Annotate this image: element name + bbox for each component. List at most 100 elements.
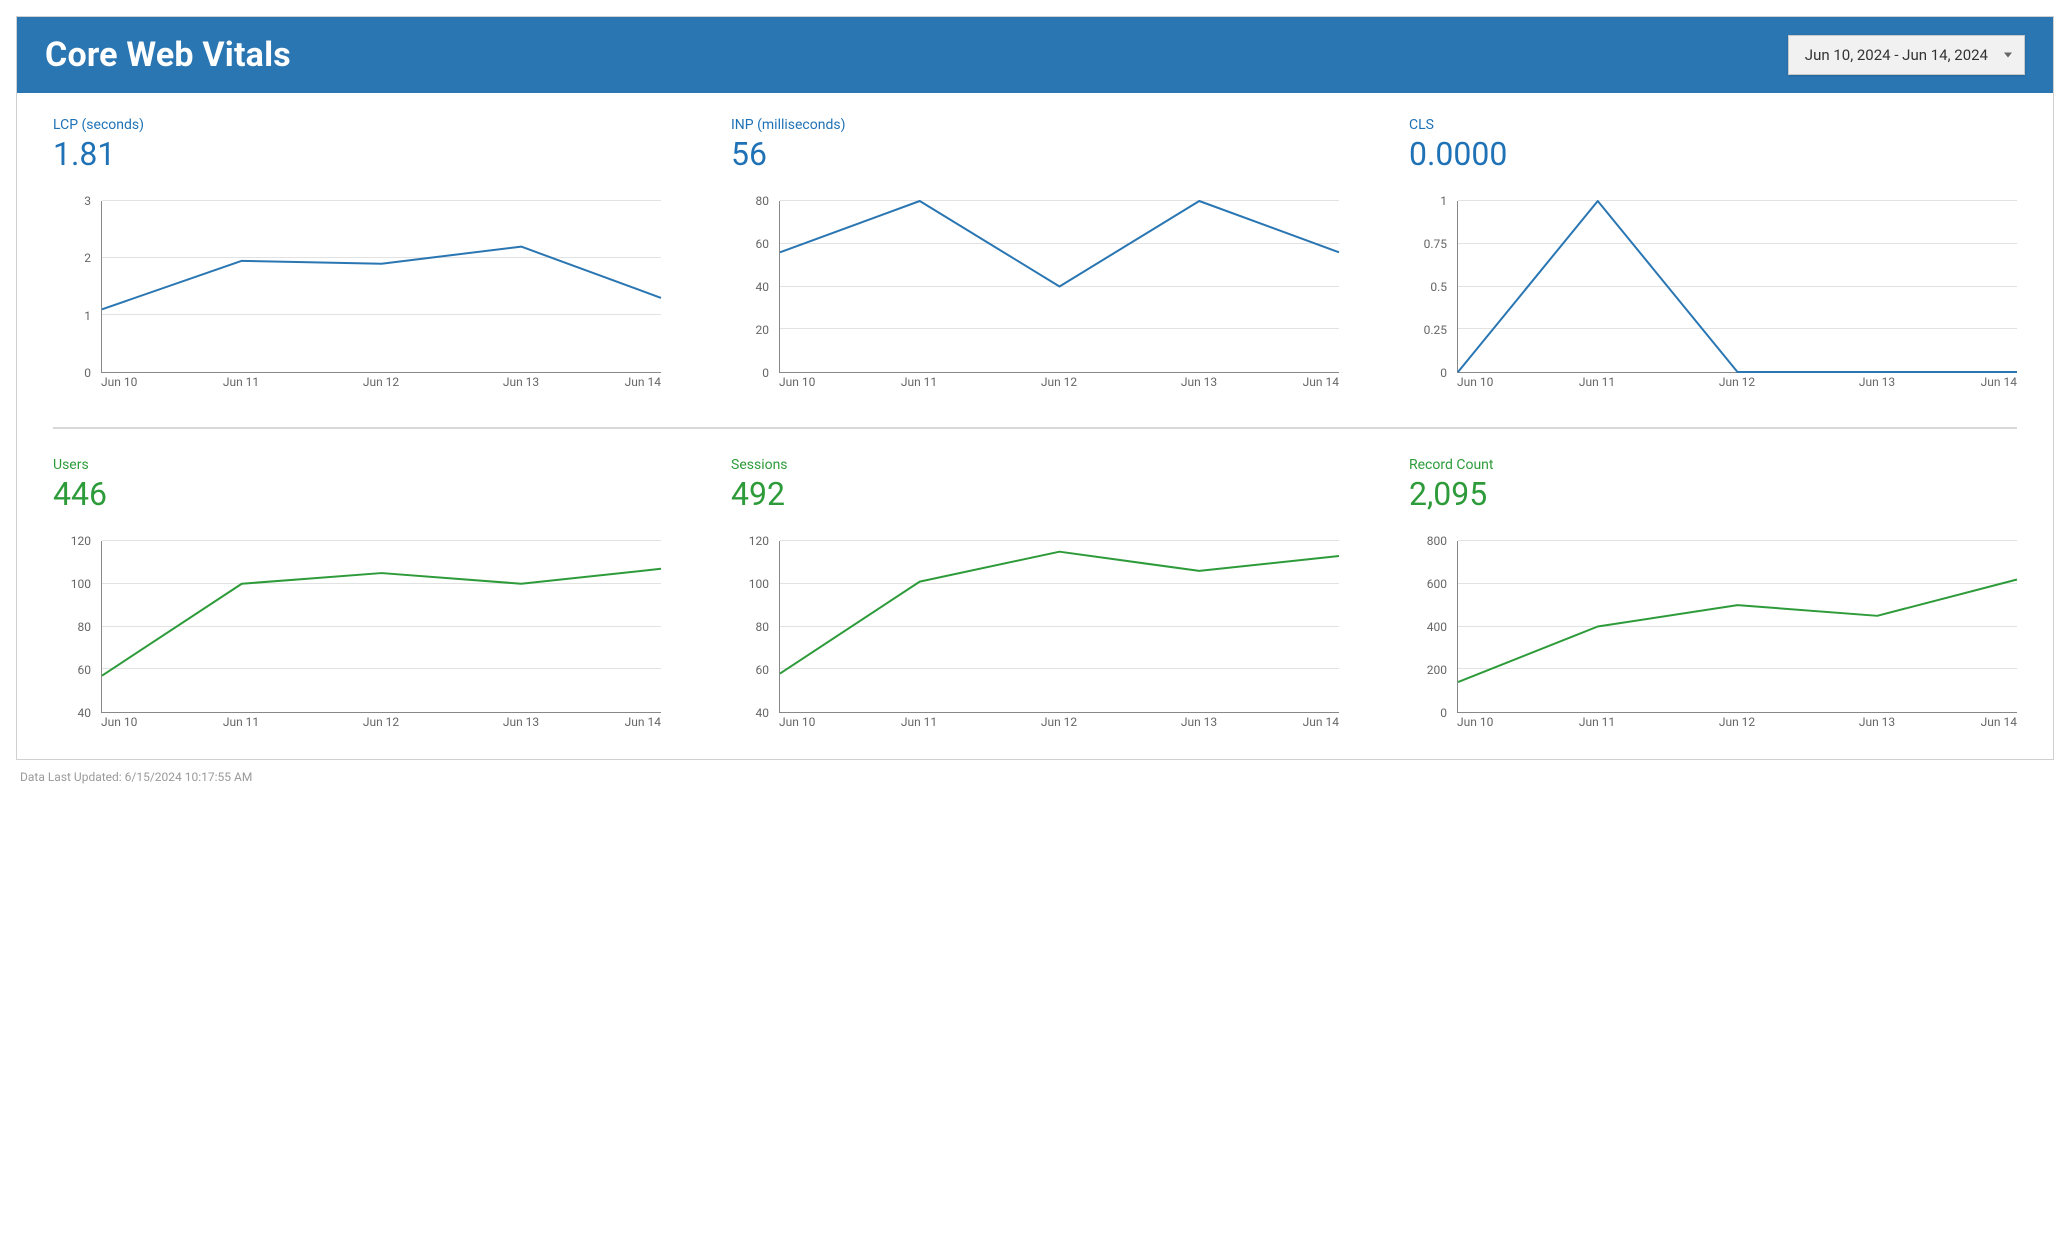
x-tick-label: Jun 13 bbox=[503, 375, 539, 389]
x-tick-label: Jun 12 bbox=[1719, 715, 1755, 729]
y-tick-label: 0.25 bbox=[1424, 323, 1447, 337]
y-tick-label: 0 bbox=[762, 366, 769, 380]
dashboard-container: Core Web Vitals Jun 10, 2024 - Jun 14, 2… bbox=[16, 16, 2054, 760]
metric-label: LCP (seconds) bbox=[53, 117, 661, 133]
x-tick-label: Jun 10 bbox=[101, 715, 137, 729]
x-tick-label: Jun 14 bbox=[1981, 375, 2017, 389]
metric-value: 56 bbox=[731, 135, 1339, 173]
x-tick-label: Jun 10 bbox=[1457, 375, 1493, 389]
data-line bbox=[1458, 579, 2017, 682]
y-tick-label: 80 bbox=[78, 620, 92, 634]
y-tick-label: 0 bbox=[1440, 706, 1447, 720]
date-range-selector[interactable]: Jun 10, 2024 - Jun 14, 2024 bbox=[1788, 35, 2025, 75]
y-tick-label: 20 bbox=[756, 323, 770, 337]
x-tick-label: Jun 11 bbox=[901, 715, 937, 729]
y-tick-label: 120 bbox=[749, 534, 769, 548]
metric-label: Record Count bbox=[1409, 457, 2017, 473]
x-tick-label: Jun 14 bbox=[1303, 375, 1339, 389]
dashboard-body: LCP (seconds) 1.81 0 1 2 3 Jun 10 Jun 11 Jun 1… bbox=[17, 93, 2053, 759]
metric-value: 1.81 bbox=[53, 135, 661, 173]
y-tick-label: 200 bbox=[1427, 663, 1447, 677]
top-metrics-row: LCP (seconds) 1.81 0 1 2 3 Jun 10 Jun 11 Jun 1… bbox=[53, 117, 2017, 391]
metric-record-count: Record Count 2,095 0 200 400 600 800 Jun 10 Ju… bbox=[1409, 457, 2017, 731]
x-tick-label: Jun 10 bbox=[101, 375, 137, 389]
bottom-metrics-row: Users 446 406080100120Jun 10Jun 11Jun 12… bbox=[53, 457, 2017, 731]
page-title: Core Web Vitals bbox=[45, 35, 291, 75]
y-tick-label: 2 bbox=[84, 251, 91, 265]
y-tick-label: 80 bbox=[756, 620, 770, 634]
x-tick-label: Jun 10 bbox=[1457, 715, 1493, 729]
plot-area bbox=[101, 541, 661, 713]
metric-sessions: Sessions 492 40 60 80 100 120 Jun 10 Jun 11 Jun… bbox=[731, 457, 1339, 731]
x-tick-label: Jun 13 bbox=[1859, 375, 1895, 389]
y-tick-label: 0 bbox=[84, 366, 91, 380]
x-tick-label: Jun 11 bbox=[1579, 375, 1615, 389]
plot-area bbox=[779, 201, 1339, 373]
plot-area bbox=[779, 541, 1339, 713]
y-tick-label: 800 bbox=[1427, 534, 1447, 548]
y-tick-label: 3 bbox=[84, 194, 91, 208]
metric-value: 2,095 bbox=[1409, 475, 2017, 513]
metric-value: 0.0000 bbox=[1409, 135, 2017, 173]
plot-area bbox=[101, 201, 661, 373]
chart-inp: 020406080Jun 10Jun 11Jun 12Jun 13Jun 14 bbox=[731, 201, 1339, 391]
x-tick-label: Jun 14 bbox=[625, 375, 661, 389]
section-divider bbox=[53, 427, 2017, 429]
y-tick-label: 1 bbox=[84, 309, 91, 323]
y-tick-label: 120 bbox=[71, 534, 91, 548]
plot-area bbox=[1457, 201, 2017, 373]
data-line bbox=[780, 201, 1339, 287]
chart-lcp: 0123Jun 10Jun 11Jun 12Jun 13Jun 14 bbox=[53, 201, 661, 391]
chart-record-count: 0200400600800Jun 10Jun 11Jun 12Jun 13Jun… bbox=[1409, 541, 2017, 731]
y-tick-label: 0 bbox=[1440, 366, 1447, 380]
y-tick-label: 0.75 bbox=[1424, 237, 1447, 251]
x-tick-label: Jun 14 bbox=[1981, 715, 2017, 729]
x-tick-label: Jun 12 bbox=[363, 715, 399, 729]
last-updated-footer: Data Last Updated: 6/15/2024 10:17:55 AM bbox=[16, 760, 2054, 784]
x-tick-label: Jun 11 bbox=[223, 375, 259, 389]
y-tick-label: 400 bbox=[1427, 620, 1447, 634]
metric-label: INP (milliseconds) bbox=[731, 117, 1339, 133]
metric-label: Sessions bbox=[731, 457, 1339, 473]
y-tick-label: 80 bbox=[756, 194, 770, 208]
data-line bbox=[780, 552, 1339, 674]
x-tick-label: Jun 12 bbox=[363, 375, 399, 389]
header-bar: Core Web Vitals Jun 10, 2024 - Jun 14, 2… bbox=[17, 17, 2053, 93]
data-line bbox=[102, 247, 661, 310]
data-line bbox=[102, 569, 661, 676]
chart-sessions: 406080100120Jun 10Jun 11Jun 12Jun 13Jun … bbox=[731, 541, 1339, 731]
x-tick-label: Jun 13 bbox=[1859, 715, 1895, 729]
y-tick-label: 40 bbox=[756, 706, 770, 720]
x-tick-label: Jun 13 bbox=[503, 715, 539, 729]
chart-cls: 00.250.50.751Jun 10Jun 11Jun 12Jun 13Jun… bbox=[1409, 201, 2017, 391]
x-tick-label: Jun 11 bbox=[223, 715, 259, 729]
x-tick-label: Jun 14 bbox=[1303, 715, 1339, 729]
metric-value: 492 bbox=[731, 475, 1339, 513]
chart-users: 406080100120Jun 10Jun 11Jun 12Jun 13Jun … bbox=[53, 541, 661, 731]
x-tick-label: Jun 11 bbox=[1579, 715, 1615, 729]
x-tick-label: Jun 10 bbox=[779, 715, 815, 729]
y-tick-label: 0.5 bbox=[1430, 280, 1447, 294]
y-tick-label: 60 bbox=[78, 663, 92, 677]
x-tick-label: Jun 12 bbox=[1041, 375, 1077, 389]
y-tick-label: 60 bbox=[756, 237, 770, 251]
caret-down-icon bbox=[2004, 53, 2012, 58]
x-tick-label: Jun 12 bbox=[1719, 375, 1755, 389]
x-tick-label: Jun 11 bbox=[901, 375, 937, 389]
plot-area bbox=[1457, 541, 2017, 713]
date-range-text: Jun 10, 2024 - Jun 14, 2024 bbox=[1805, 46, 1988, 64]
x-tick-label: Jun 12 bbox=[1041, 715, 1077, 729]
metric-value: 446 bbox=[53, 475, 661, 513]
data-line bbox=[1458, 201, 2017, 372]
metric-users: Users 446 406080100120Jun 10Jun 11Jun 12… bbox=[53, 457, 661, 731]
metric-cls: CLS 0.0000 00.250.50.751Jun 10Jun 11Jun … bbox=[1409, 117, 2017, 391]
y-tick-label: 100 bbox=[749, 577, 769, 591]
y-tick-label: 60 bbox=[756, 663, 770, 677]
x-tick-label: Jun 14 bbox=[625, 715, 661, 729]
x-tick-label: Jun 13 bbox=[1181, 375, 1217, 389]
x-tick-label: Jun 13 bbox=[1181, 715, 1217, 729]
y-tick-label: 600 bbox=[1427, 577, 1447, 591]
y-tick-label: 100 bbox=[71, 577, 91, 591]
y-tick-label: 40 bbox=[756, 280, 770, 294]
metric-inp: INP (milliseconds) 56 020406080Jun 10Jun… bbox=[731, 117, 1339, 391]
